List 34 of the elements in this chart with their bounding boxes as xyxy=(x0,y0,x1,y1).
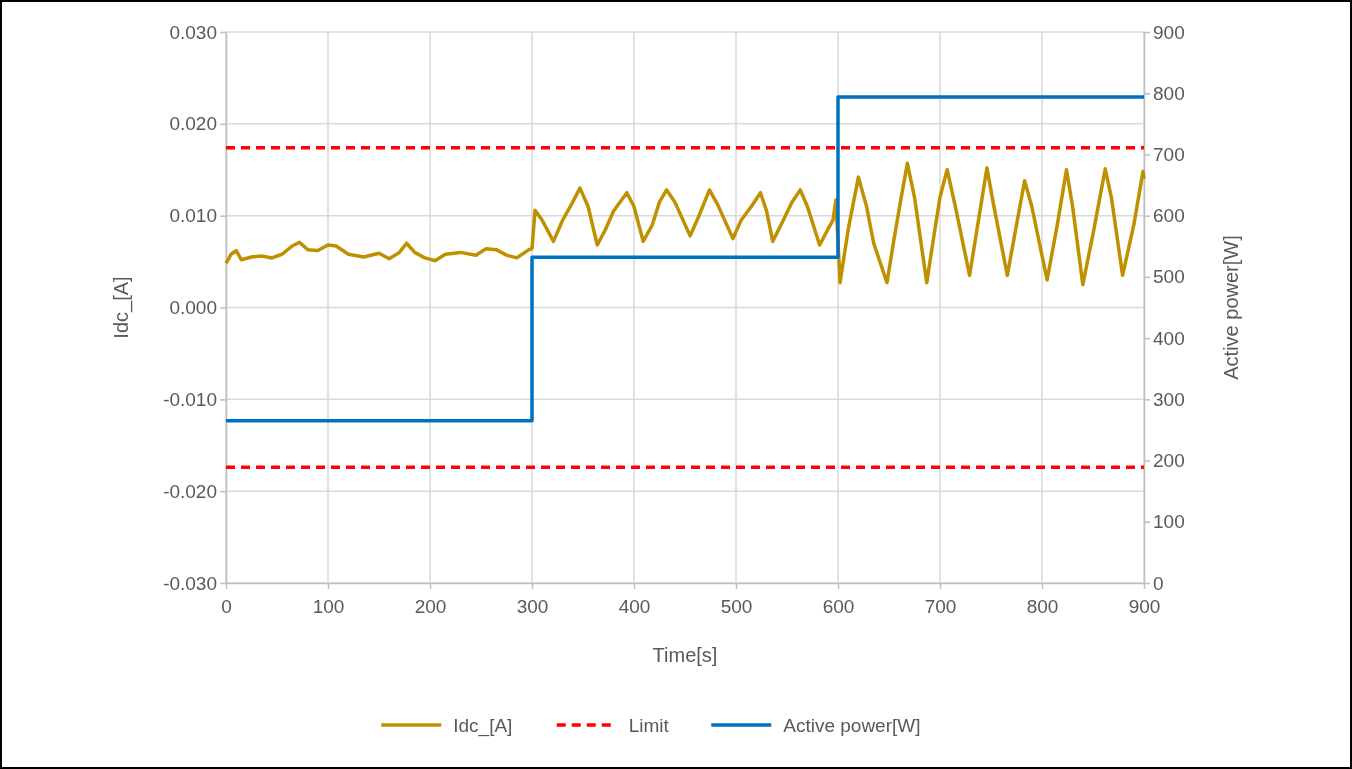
y2-tick-label: 200 xyxy=(1153,450,1185,472)
y-axis-title: Idc_[A] xyxy=(110,276,133,339)
legend-label: Idc_[A] xyxy=(453,714,513,737)
legend-label: Active power[W] xyxy=(783,714,921,736)
y2-tick-label: 500 xyxy=(1153,266,1185,288)
x-tick-label: 600 xyxy=(822,595,855,617)
y2-tick-label: 600 xyxy=(1153,205,1185,227)
x-tick-label: 100 xyxy=(312,595,345,617)
x-tick-label: 200 xyxy=(414,595,447,617)
y2-tick-label: 800 xyxy=(1153,82,1185,104)
y2-tick-label: 900 xyxy=(1153,21,1185,43)
x-tick-label: 800 xyxy=(1026,595,1059,617)
x-tick-label: 300 xyxy=(516,595,549,617)
y2-tick-label: 700 xyxy=(1153,144,1185,166)
y-tick-label: -0.030 xyxy=(163,572,217,594)
x-tick-label: 900 xyxy=(1128,595,1161,617)
y-tick-label: 0.030 xyxy=(169,21,217,43)
y-tick-label: 0.000 xyxy=(169,297,217,319)
x-tick-label: 400 xyxy=(618,595,651,617)
line-series xyxy=(224,161,1146,287)
x-tick-label: 700 xyxy=(924,595,957,617)
y-tick-label: -0.010 xyxy=(163,388,217,410)
y-tick-label: 0.020 xyxy=(169,113,217,135)
y2-tick-label: 300 xyxy=(1153,388,1185,410)
y2-tick-label: 100 xyxy=(1153,511,1185,533)
y2-axis-title: Active power[W] xyxy=(1220,235,1242,380)
legend-label: Limit xyxy=(628,714,670,736)
x-tick-label: 0 xyxy=(221,595,232,617)
y-tick-label: -0.020 xyxy=(163,480,217,502)
x-tick-label: 500 xyxy=(720,595,753,617)
y-tick-label: 0.010 xyxy=(169,205,217,227)
x-axis-title: Time[s] xyxy=(652,644,718,666)
y2-tick-label: 0 xyxy=(1153,572,1164,594)
y2-tick-label: 400 xyxy=(1153,327,1185,349)
